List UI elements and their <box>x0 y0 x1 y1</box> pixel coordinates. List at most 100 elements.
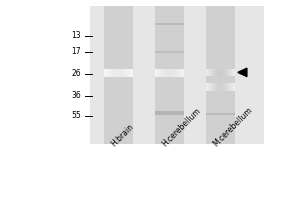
Bar <box>226 83 227 91</box>
Bar <box>164 69 165 77</box>
Bar <box>122 69 123 77</box>
Bar <box>208 83 209 91</box>
Bar <box>114 69 115 77</box>
Bar <box>220 69 221 76</box>
Text: 17: 17 <box>71 47 81 56</box>
Bar <box>234 83 235 91</box>
Bar <box>112 69 113 77</box>
Bar <box>165 69 166 77</box>
Bar <box>179 69 180 77</box>
Bar <box>232 69 233 76</box>
Bar <box>213 69 214 76</box>
Bar <box>161 69 162 77</box>
Bar <box>90 6 264 144</box>
Bar <box>116 69 117 77</box>
Bar <box>211 69 212 76</box>
Text: H.brain: H.brain <box>109 122 135 148</box>
Bar <box>108 69 109 77</box>
Bar <box>215 69 216 76</box>
Text: 55: 55 <box>71 112 81 120</box>
Bar <box>216 83 217 91</box>
Bar <box>117 69 118 77</box>
Polygon shape <box>238 68 247 77</box>
Bar <box>155 69 156 77</box>
Bar <box>206 113 235 115</box>
Text: 13: 13 <box>71 31 81 40</box>
Bar <box>127 69 128 77</box>
Bar <box>130 69 131 77</box>
Bar <box>126 69 127 77</box>
Bar <box>156 69 157 77</box>
Bar <box>222 69 223 76</box>
Bar <box>106 69 107 77</box>
Bar <box>229 83 230 91</box>
Bar <box>228 69 229 76</box>
Bar <box>105 69 106 77</box>
Bar <box>174 69 175 77</box>
Bar <box>217 83 218 91</box>
Bar <box>209 69 210 76</box>
Bar <box>155 111 184 115</box>
Bar <box>210 69 211 76</box>
Bar <box>223 83 224 91</box>
Bar <box>207 83 208 91</box>
Bar <box>234 69 235 76</box>
Bar <box>219 69 220 76</box>
Bar <box>123 69 124 77</box>
Bar <box>168 69 169 77</box>
Bar <box>232 83 233 91</box>
Bar <box>229 69 230 76</box>
Bar <box>232 69 233 76</box>
Bar <box>216 69 217 76</box>
Bar <box>159 69 160 77</box>
Bar <box>155 51 184 53</box>
Bar <box>220 83 221 91</box>
Bar <box>157 69 158 77</box>
Bar <box>206 83 207 91</box>
Bar <box>131 69 132 77</box>
Bar <box>208 69 209 76</box>
Bar <box>232 83 233 91</box>
Bar <box>128 69 129 77</box>
Bar <box>176 69 177 77</box>
Bar <box>171 69 172 77</box>
Bar <box>224 69 225 76</box>
Bar <box>115 69 116 77</box>
Bar <box>119 69 120 77</box>
Text: M.cerebellum: M.cerebellum <box>211 105 254 148</box>
Bar <box>231 69 232 76</box>
Bar <box>178 69 179 77</box>
Bar <box>169 69 170 77</box>
Bar <box>233 83 234 91</box>
Bar <box>207 69 208 76</box>
Bar <box>132 69 133 77</box>
Bar <box>172 69 173 77</box>
Bar <box>175 69 176 77</box>
Bar <box>233 69 234 76</box>
Text: 36: 36 <box>71 92 81 100</box>
Bar <box>230 83 231 91</box>
Bar <box>110 69 111 77</box>
Bar <box>214 69 215 76</box>
Bar <box>214 83 215 91</box>
Bar <box>225 83 226 91</box>
Bar <box>182 69 183 77</box>
Bar <box>227 83 228 91</box>
Bar <box>180 69 181 77</box>
Bar <box>111 69 112 77</box>
Bar <box>226 69 227 76</box>
Bar <box>125 69 126 77</box>
Bar <box>223 69 224 76</box>
Bar <box>170 69 171 77</box>
Bar <box>227 69 228 76</box>
Bar <box>163 69 164 77</box>
Bar <box>212 69 213 76</box>
Bar <box>104 6 133 144</box>
Bar <box>124 69 125 77</box>
Bar <box>107 69 108 77</box>
Bar <box>224 83 225 91</box>
Bar <box>218 69 219 76</box>
Bar <box>121 69 122 77</box>
Bar <box>221 69 222 76</box>
Bar <box>219 83 220 91</box>
